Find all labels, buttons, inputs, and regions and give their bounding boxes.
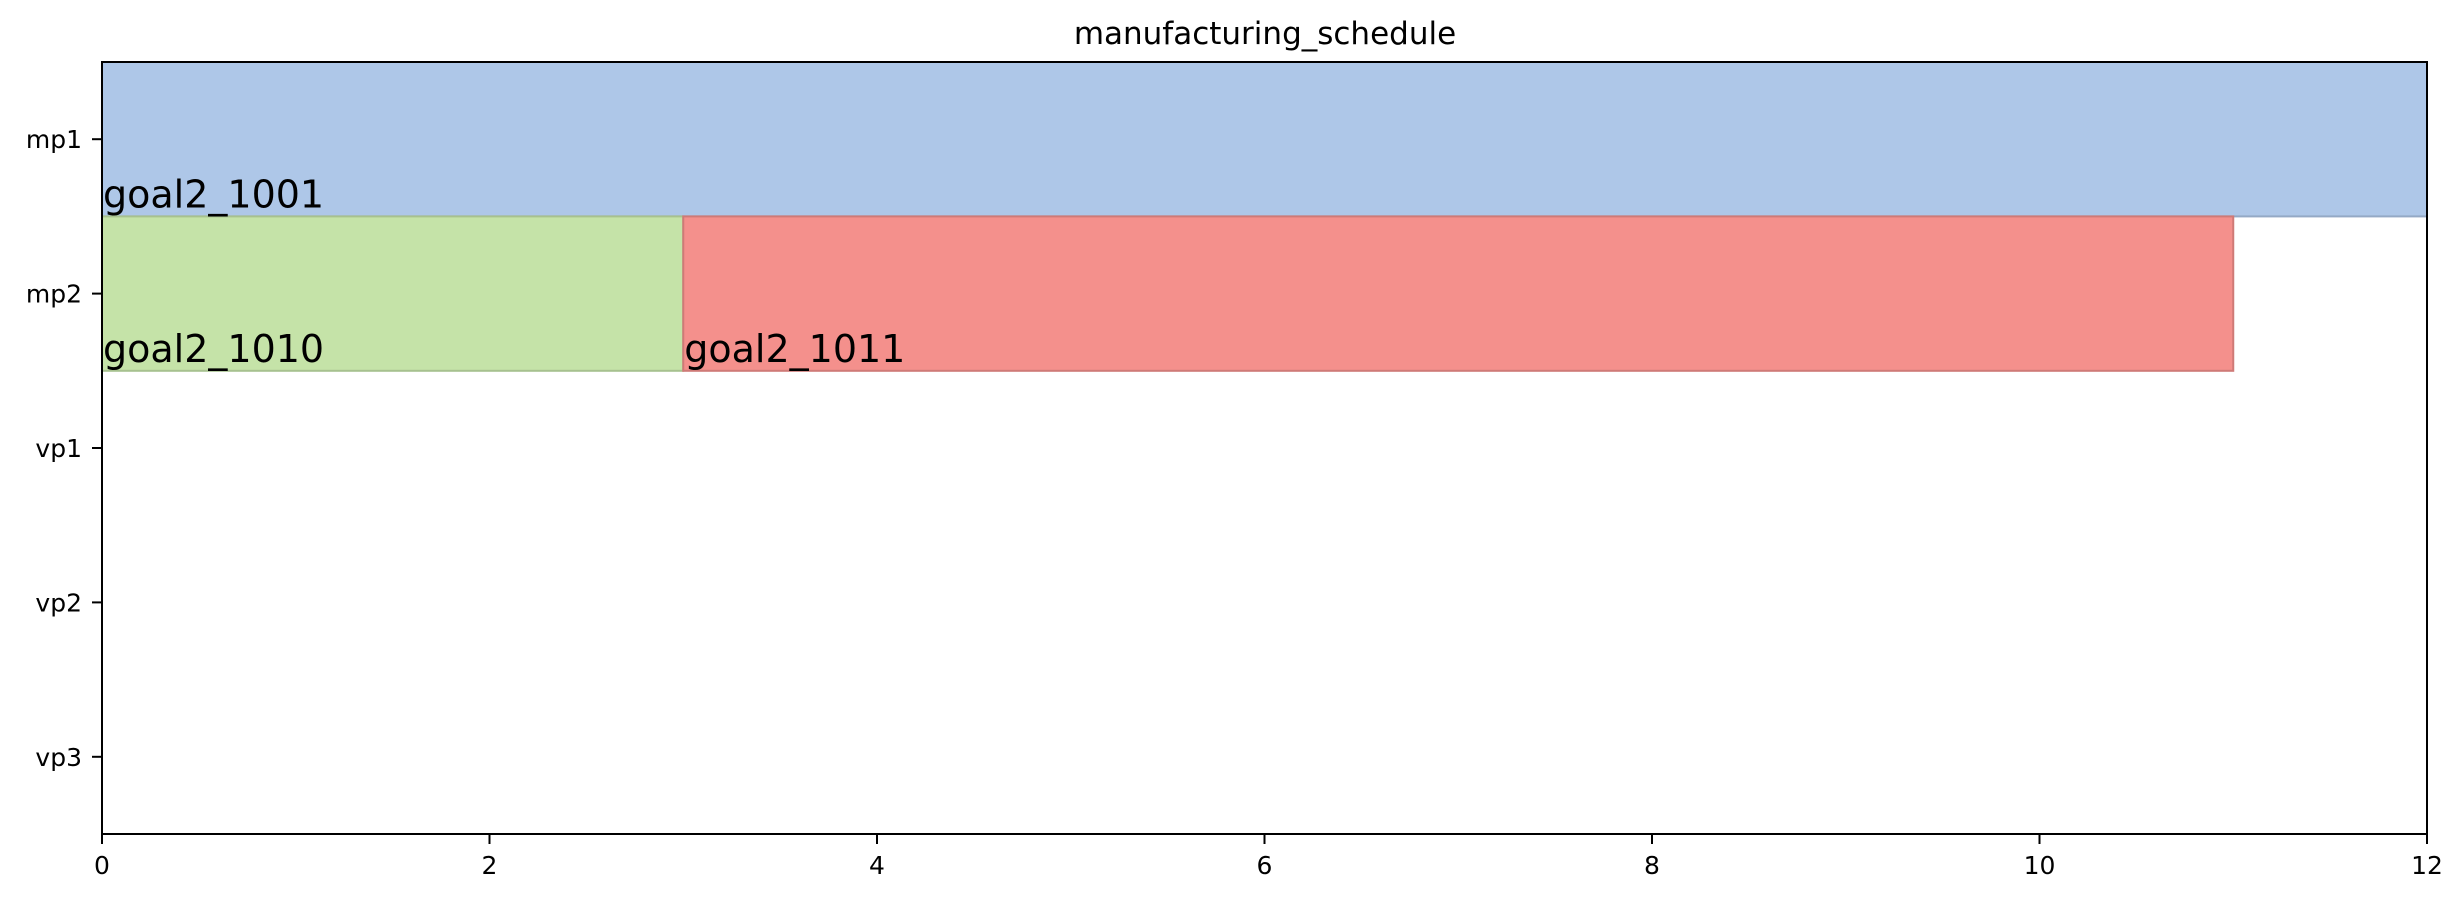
task-label: goal2_1010 — [103, 327, 324, 371]
task-label: goal2_1001 — [103, 172, 324, 216]
x-tick-label: 10 — [2024, 851, 2056, 880]
x-tick-label: 8 — [1644, 851, 1660, 880]
task-bar — [101, 61, 2428, 218]
task-bar — [682, 215, 2235, 372]
x-tick-label: 12 — [2411, 851, 2443, 880]
task-bar — [101, 215, 685, 372]
y-tick-label: vp2 — [35, 588, 82, 617]
task-bars — [101, 61, 2428, 372]
task-label: goal2_1011 — [684, 327, 905, 371]
x-tick-label: 6 — [1257, 851, 1273, 880]
x-tick-label: 4 — [869, 851, 885, 880]
y-tick-label: mp1 — [26, 125, 82, 154]
y-tick-label: vp1 — [35, 434, 82, 463]
chart-title: manufacturing_schedule — [1074, 16, 1456, 52]
y-axis: mp1 mp2 vp1 vp2 vp3 — [26, 125, 102, 772]
x-tick-label: 0 — [94, 851, 110, 880]
y-tick-label: vp3 — [35, 743, 82, 772]
x-axis: 0 2 4 6 8 10 12 — [94, 834, 2443, 880]
task-labels: goal2_1001 goal2_1010 goal2_1011 — [103, 172, 905, 370]
plot-frame — [101, 61, 2428, 835]
x-tick-label: 2 — [482, 851, 498, 880]
y-tick-label: mp2 — [26, 280, 82, 309]
